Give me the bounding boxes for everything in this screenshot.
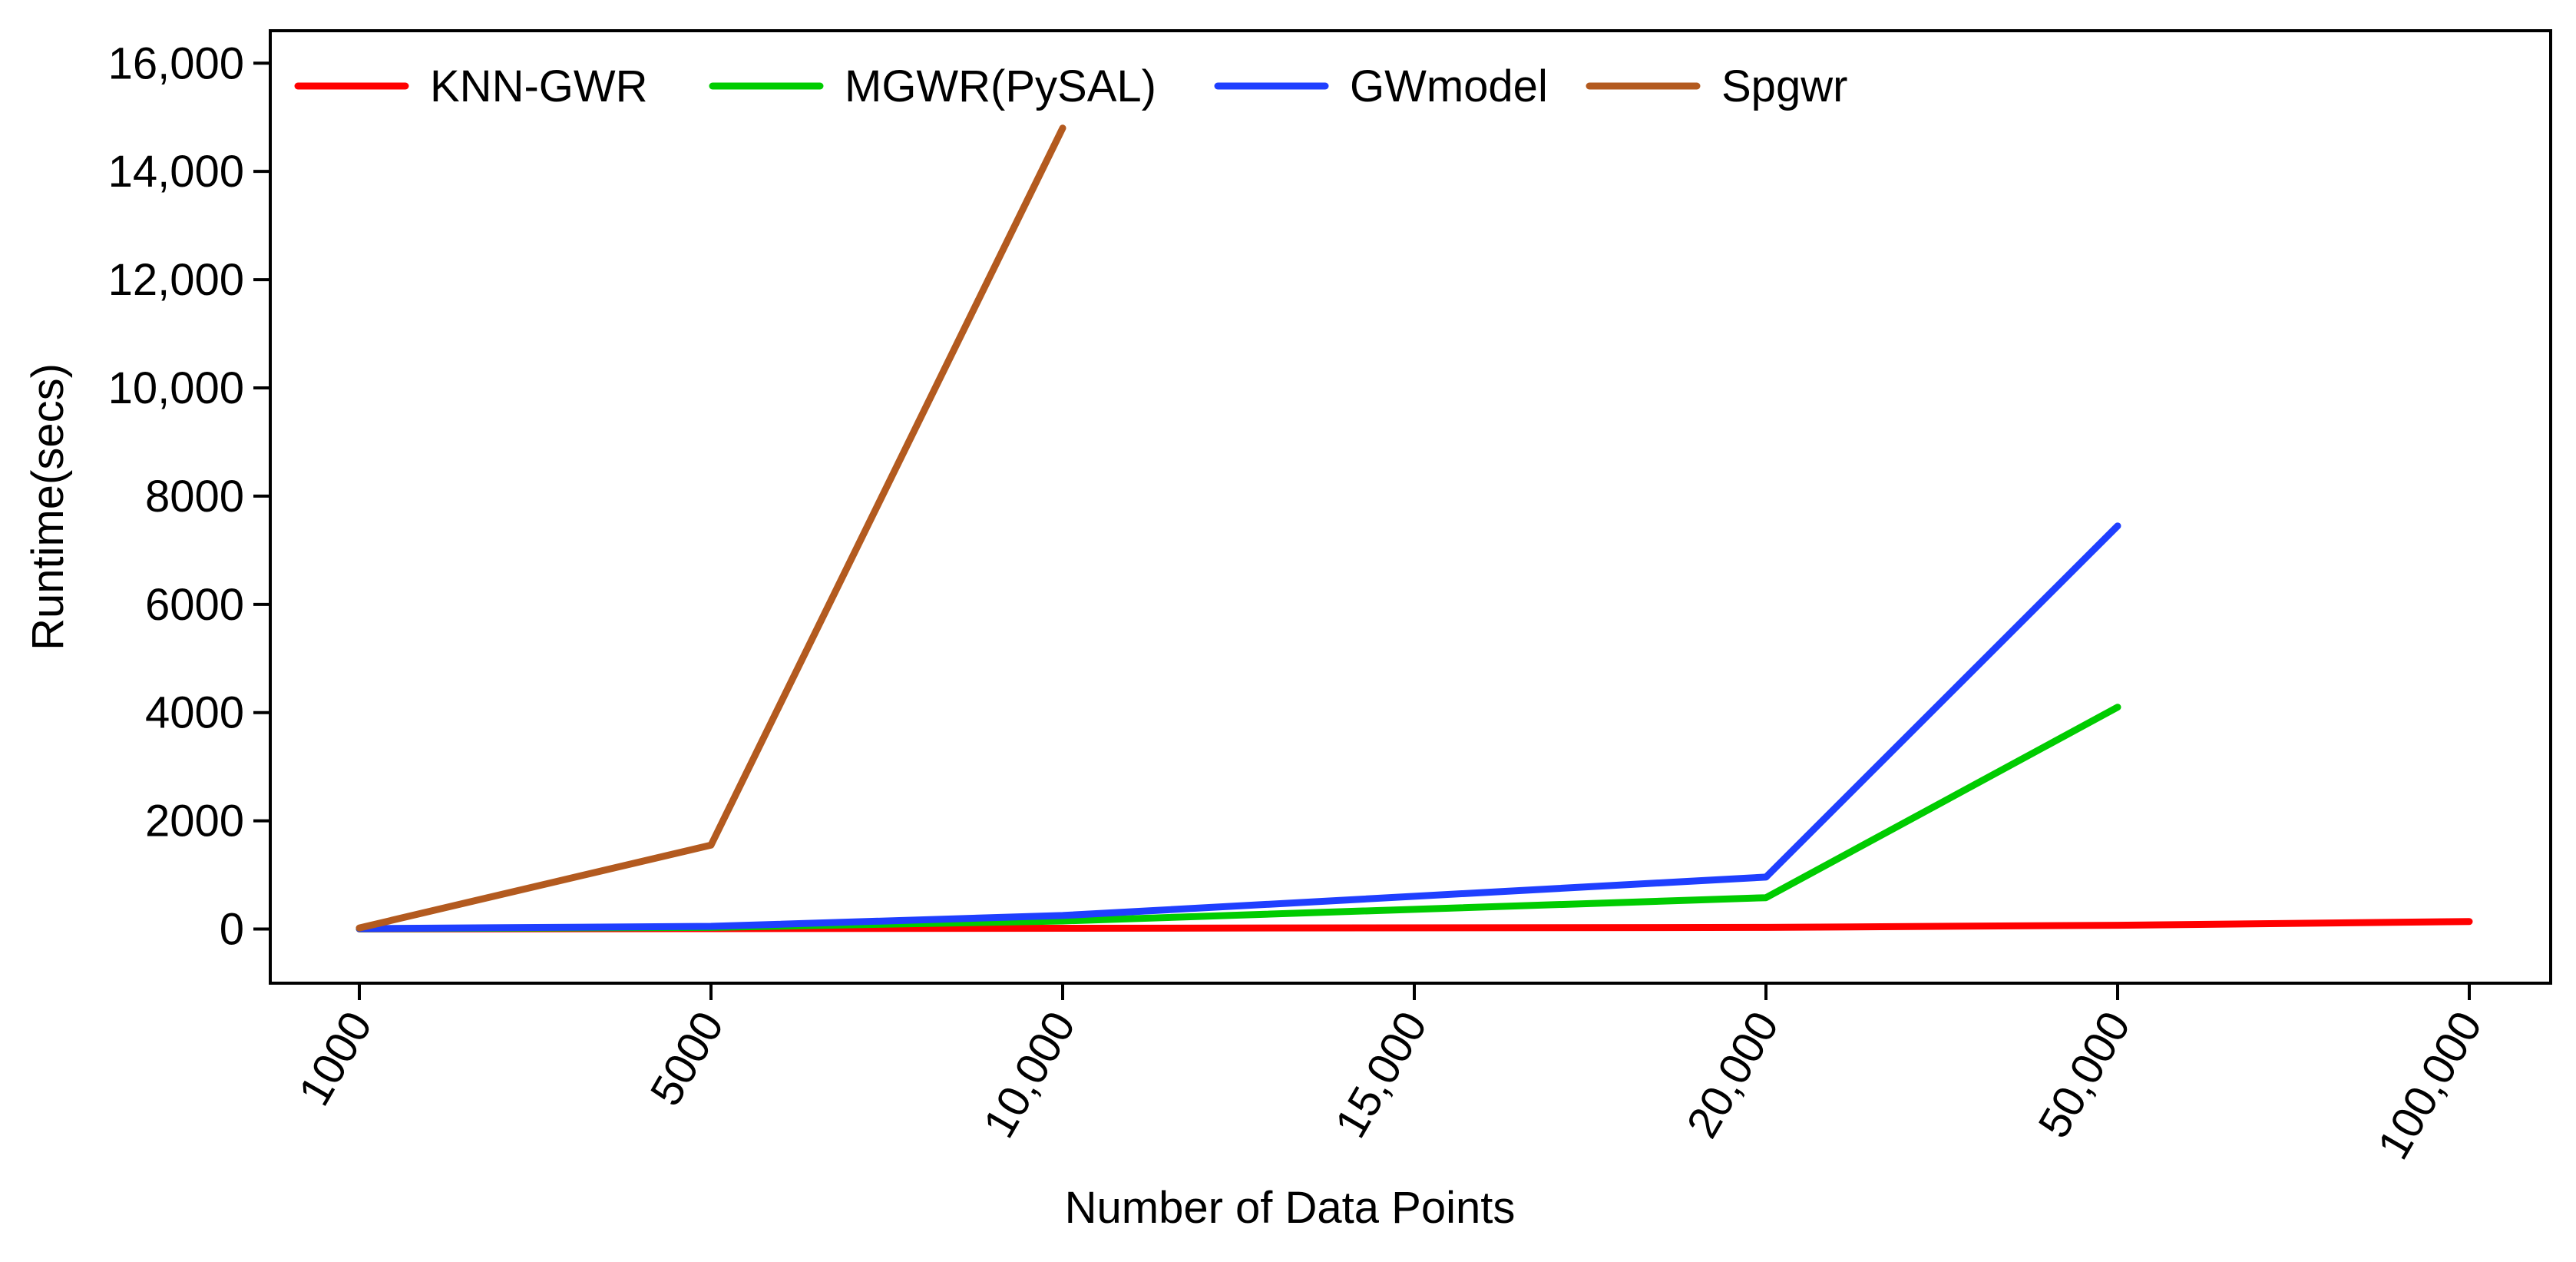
y-tick-label: 6000 [145,580,244,630]
x-tick-label: 10,000 [974,1003,1085,1146]
plot-frame [269,29,2552,985]
y-tick-label: 10,000 [108,363,244,413]
y-tick-label: 14,000 [108,147,244,197]
y-tick-label: 0 [220,905,244,955]
y-tick-label: 8000 [145,472,244,522]
legend-label: MGWR(PySAL) [845,61,1156,111]
series-layer [355,124,2473,932]
legend: KNN-GWR MGWR(PySAL) GWmodel Spgwr [294,61,1847,111]
y-axis: 0 2000 4000 6000 8000 10,000 12,000 14,000 16,00… [108,38,270,955]
legend-label: Spgwr [1721,61,1847,111]
series-line-gwmodel [355,522,2121,932]
x-tick-label: 50,000 [2029,1003,2140,1146]
x-tick-label: 15,000 [1325,1003,1437,1146]
y-tick-label: 12,000 [108,255,244,305]
y-tick-label: 4000 [145,688,244,738]
y-tick-label: 16,000 [108,38,244,88]
x-axis: 1000 5000 10,000 15,000 20,000 50,000 100,000 [289,983,2492,1168]
x-tick-label: 1000 [289,1003,382,1114]
x-tick-label: 100,000 [2368,1003,2492,1168]
y-axis-title: Runtime(secs) [23,363,73,651]
x-tick-label: 20,000 [1677,1003,1788,1146]
series-line-spgwr [355,124,1066,932]
series-line-mgwr-pysal [355,704,2121,932]
x-axis-title: Number of Data Points [1065,1183,1516,1233]
legend-label: GWmodel [1350,61,1548,111]
y-tick-label: 2000 [145,797,244,846]
legend-label: KNN-GWR [430,61,648,111]
x-tick-label: 5000 [640,1003,733,1114]
